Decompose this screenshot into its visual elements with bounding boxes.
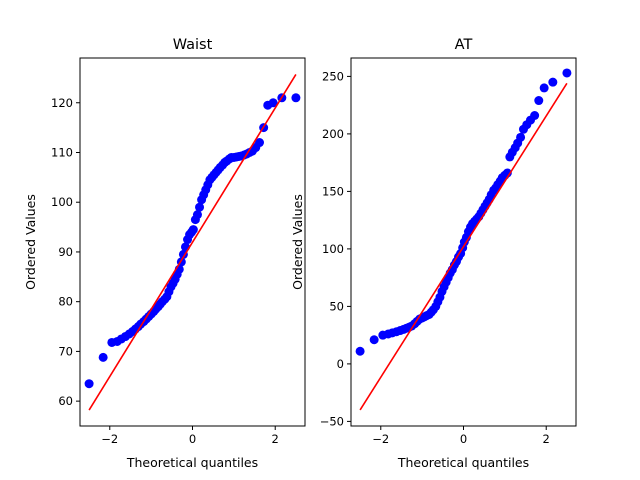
waist-subplot: Waist Theoretical quantiles Ordered Valu… (23, 37, 306, 470)
waist-y-tick-label: 100 (51, 195, 73, 209)
waist-point (268, 98, 278, 108)
at-y-tick-label: 250 (322, 69, 344, 83)
at-fit-line (359, 82, 568, 411)
waist-data-points (84, 93, 301, 389)
at-subplot: AT Theoretical quantiles Ordered Values … (290, 37, 577, 470)
waist-point (291, 93, 301, 103)
at-x-tick-label: 0 (460, 432, 467, 446)
at-x-ticks: −2 0 2 (372, 426, 550, 446)
at-xlabel: Theoretical quantiles (397, 455, 529, 470)
waist-ylabel: Ordered Values (23, 194, 38, 290)
at-point (562, 68, 572, 78)
at-y-tick-label: 100 (322, 242, 344, 256)
at-point (516, 132, 526, 142)
at-ylabel: Ordered Values (290, 194, 305, 290)
waist-y-tick-label: 70 (58, 344, 73, 358)
waist-point (98, 352, 108, 362)
waist-x-tick-label: −2 (101, 432, 118, 446)
at-point (355, 346, 365, 356)
waist-title: Waist (173, 37, 213, 53)
waist-y-tick-label: 60 (58, 394, 73, 408)
waist-y-tick-label: 90 (58, 245, 73, 259)
waist-x-ticks: −2 0 2 (101, 426, 279, 446)
waist-y-tick-label: 120 (51, 96, 73, 110)
waist-y-tick-label: 110 (51, 145, 73, 159)
waist-point (195, 202, 205, 212)
waist-y-ticks: 60 70 80 90 100 110 120 (51, 96, 80, 408)
waist-point (192, 210, 202, 220)
at-y-tick-label: 150 (322, 184, 344, 198)
at-y-tick-label: 200 (322, 127, 344, 141)
waist-fit-line (88, 73, 297, 411)
waist-fit-line-group (88, 73, 297, 411)
at-point (369, 335, 379, 345)
waist-point (188, 225, 198, 235)
at-x-tick-label: 2 (543, 432, 550, 446)
at-point (534, 96, 544, 106)
at-y-tick-label: −50 (320, 414, 344, 428)
waist-point (255, 138, 265, 148)
waist-xlabel: Theoretical quantiles (126, 455, 258, 470)
at-fit-line-group (359, 82, 568, 411)
waist-x-tick-label: 2 (272, 432, 279, 446)
at-y-tick-label: 0 (337, 357, 344, 371)
at-x-tick-label: −2 (372, 432, 389, 446)
waist-point (84, 379, 94, 389)
at-point (548, 77, 558, 87)
at-title: AT (455, 37, 473, 53)
waist-y-tick-label: 80 (58, 295, 73, 309)
at-data-points (355, 68, 572, 356)
at-y-tick-label: 50 (329, 299, 344, 313)
at-point (539, 83, 549, 93)
at-y-ticks: −50 0 50 100 150 200 250 (320, 69, 351, 428)
at-point (530, 111, 540, 120)
waist-x-tick-label: 0 (189, 432, 196, 446)
